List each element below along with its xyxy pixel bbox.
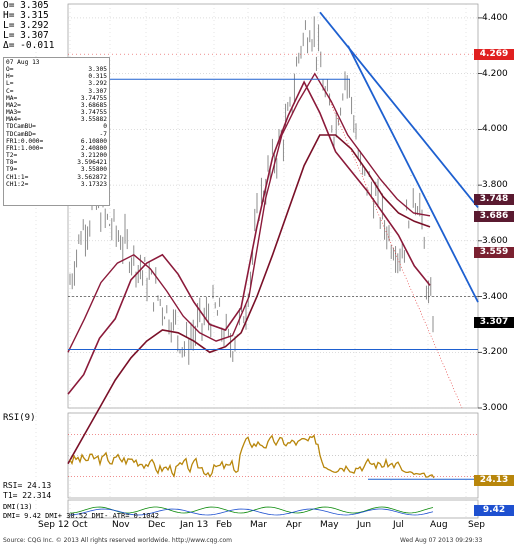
rsi-line <box>69 434 435 479</box>
month-label: Nov <box>112 520 130 530</box>
footer-timestamp: Wed Aug 07 2013 09:29:33 <box>400 537 483 544</box>
y-tick-label: 3.200 <box>482 347 508 358</box>
month-label: Sep <box>468 520 485 530</box>
info-row: FR1:1.000= 2.40800 <box>6 144 107 152</box>
month-label: Feb <box>216 520 232 530</box>
info-panel: 07 Aug 13 O= 3.305 H= 0.315 L= 3.292 C= 3.307 MA=… <box>3 57 110 206</box>
month-label: May <box>320 520 339 530</box>
y-tick-label: 4.400 <box>482 12 508 23</box>
rsi-title: RSI(9) <box>3 413 36 423</box>
month-label: Jun <box>357 520 372 530</box>
ohlc-row: L= 3.307 <box>3 30 49 41</box>
info-row: MA2= 3.68685 <box>6 101 107 109</box>
info-row: CH1:2= 3.17323 <box>6 180 107 188</box>
trendline <box>319 11 479 208</box>
price-tag: 24.13 <box>474 474 514 486</box>
price-tag: 3.686 <box>474 211 514 223</box>
dmi-line <box>69 508 434 516</box>
y-tick-label: 4.000 <box>482 124 508 135</box>
dmi-title: DMI(13) <box>3 503 33 511</box>
footer-source: Source: CQG Inc. © 2013 All rights reser… <box>3 537 233 544</box>
month-label: Jan 13 <box>180 520 209 530</box>
y-tick-label: 3.400 <box>482 291 508 302</box>
y-tick-label: 3.600 <box>482 235 508 246</box>
trendline <box>347 45 479 303</box>
info-row: TDCamBD= -7 <box>6 130 107 138</box>
info-row: T8= 3.596421 <box>6 159 107 167</box>
ma-line <box>67 72 431 353</box>
ohlc-readout: O= 3.305 H= 3.315 L= 3.292 L= 3.307 Δ= -0.01… <box>3 1 54 51</box>
month-label: Jul <box>393 520 404 530</box>
price-tag: 3.559 <box>474 246 514 258</box>
info-row: T2= 3.21200 <box>6 152 107 160</box>
ohlc-row: L= 3.292 <box>3 20 49 31</box>
info-row: H= 0.315 <box>6 73 107 81</box>
rsi-t1-value: T1= 22.314 <box>3 491 52 500</box>
price-tag: 9.42 <box>474 504 514 516</box>
info-row: MA3= 3.74755 <box>6 109 107 117</box>
info-row: 07 Aug 13 <box>6 59 40 66</box>
ohlc-row: O= 3.305 <box>3 0 49 11</box>
info-row: C= 3.307 <box>6 87 107 95</box>
info-row: T9= 3.55800 <box>6 166 107 174</box>
price-panel-frame <box>67 3 479 409</box>
info-row: O= 3.305 <box>6 66 107 74</box>
price-tag: 4.269 <box>474 48 514 60</box>
y-tick-label: 3.000 <box>482 403 508 413</box>
dmi-values: DMI= 9.42 DMI+ 30.52 DMI- ATR= 0.1042 <box>3 512 159 520</box>
ma-line <box>67 134 431 465</box>
info-row: FR1:0.000= 6.10800 <box>6 137 107 145</box>
info-row: TDCamBU= 0 <box>6 123 107 131</box>
ohlc-row: Δ= -0.011 <box>3 40 55 51</box>
month-label: Mar <box>250 520 267 530</box>
y-tick-label: 3.800 <box>482 180 508 191</box>
info-row: CH1:1= 3.562872 <box>6 173 107 181</box>
price-tag: 3.307 <box>474 316 514 328</box>
month-label: Aug <box>430 520 448 530</box>
month-label: Oct <box>72 520 88 530</box>
info-row: MA4= 3.55882 <box>6 116 107 124</box>
ma-line <box>67 80 431 395</box>
month-label: Dec <box>148 520 166 530</box>
price-tag: 3.748 <box>474 194 514 206</box>
dmi-line <box>69 506 434 514</box>
rsi-value: RSI= 24.13 <box>3 481 52 490</box>
info-row: MA= 3.74755 <box>6 94 107 102</box>
month-label: Apr <box>286 520 302 530</box>
month-label: Sep 12 <box>38 520 70 530</box>
ohlc-row: H= 3.315 <box>3 10 49 21</box>
info-row: L= 3.292 <box>6 80 107 88</box>
y-tick-label: 4.200 <box>482 68 508 79</box>
